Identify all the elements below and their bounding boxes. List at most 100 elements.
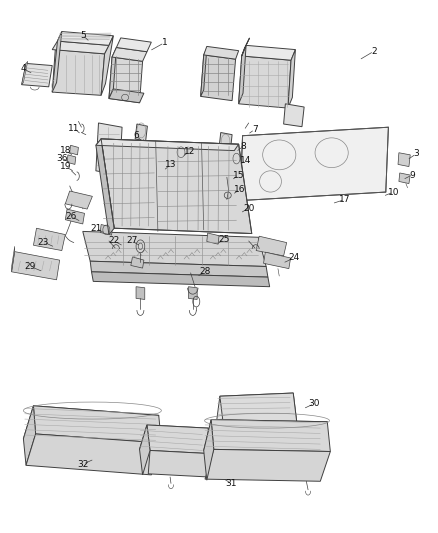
Polygon shape (264, 252, 290, 269)
Text: 29: 29 (25, 262, 36, 271)
Text: 20: 20 (243, 204, 254, 213)
Polygon shape (240, 127, 389, 200)
Polygon shape (57, 31, 113, 45)
Polygon shape (231, 153, 241, 165)
Polygon shape (12, 246, 14, 272)
Polygon shape (242, 45, 295, 60)
Polygon shape (288, 50, 295, 108)
Text: 2: 2 (371, 47, 377, 55)
Text: 4: 4 (21, 64, 26, 73)
Text: 24: 24 (289, 254, 300, 262)
Text: 3: 3 (413, 149, 419, 158)
Polygon shape (52, 50, 105, 95)
Polygon shape (217, 393, 293, 419)
Text: 1: 1 (162, 38, 167, 47)
Polygon shape (204, 419, 214, 480)
Polygon shape (398, 153, 410, 166)
Polygon shape (239, 56, 291, 108)
Polygon shape (205, 449, 330, 481)
Polygon shape (201, 55, 236, 101)
Text: 6: 6 (133, 131, 139, 140)
Text: 21: 21 (90, 224, 102, 233)
Polygon shape (218, 422, 297, 445)
Text: 12: 12 (184, 147, 195, 156)
Text: 32: 32 (77, 460, 88, 469)
Polygon shape (83, 231, 266, 266)
Polygon shape (290, 393, 297, 445)
Text: 19: 19 (60, 162, 71, 171)
Polygon shape (96, 139, 239, 151)
Polygon shape (147, 425, 210, 454)
Polygon shape (70, 146, 78, 155)
Polygon shape (109, 57, 143, 103)
Polygon shape (67, 155, 76, 165)
Polygon shape (52, 31, 62, 92)
Text: 11: 11 (68, 124, 80, 133)
Text: 31: 31 (226, 479, 237, 488)
Polygon shape (65, 191, 92, 209)
Polygon shape (135, 124, 148, 141)
Polygon shape (65, 209, 85, 224)
Text: 25: 25 (219, 235, 230, 244)
Text: 13: 13 (165, 160, 177, 169)
Polygon shape (256, 236, 287, 256)
Polygon shape (201, 49, 207, 96)
Text: 8: 8 (240, 142, 246, 151)
Polygon shape (90, 261, 268, 277)
Text: 14: 14 (240, 156, 252, 165)
Polygon shape (109, 89, 144, 103)
Polygon shape (237, 202, 248, 213)
Polygon shape (188, 287, 197, 300)
Polygon shape (117, 38, 151, 52)
Polygon shape (399, 173, 410, 183)
Text: 10: 10 (388, 188, 399, 197)
Polygon shape (101, 139, 252, 233)
Polygon shape (175, 147, 187, 158)
Polygon shape (136, 287, 145, 300)
Polygon shape (204, 46, 239, 59)
Text: 5: 5 (80, 31, 86, 40)
Polygon shape (12, 252, 60, 280)
Polygon shape (26, 434, 161, 475)
Text: 26: 26 (66, 212, 77, 221)
Polygon shape (96, 139, 114, 235)
Text: 16: 16 (234, 185, 246, 194)
Polygon shape (21, 61, 28, 85)
Polygon shape (140, 425, 208, 453)
Text: 18: 18 (60, 146, 71, 155)
Polygon shape (21, 63, 52, 87)
Text: 36: 36 (56, 154, 67, 163)
Polygon shape (242, 38, 250, 56)
Polygon shape (284, 104, 304, 127)
Polygon shape (33, 228, 65, 251)
Text: 9: 9 (409, 171, 415, 180)
Polygon shape (23, 406, 159, 448)
Text: 22: 22 (109, 237, 120, 246)
Text: 30: 30 (308, 399, 320, 408)
Polygon shape (207, 233, 219, 244)
Text: 27: 27 (126, 237, 138, 246)
Text: 17: 17 (339, 195, 350, 204)
Polygon shape (140, 425, 150, 475)
Polygon shape (109, 47, 117, 99)
Text: 15: 15 (233, 171, 244, 180)
Polygon shape (52, 41, 109, 54)
Polygon shape (92, 272, 270, 287)
Polygon shape (131, 257, 144, 268)
Polygon shape (211, 419, 330, 451)
Polygon shape (219, 133, 232, 151)
Polygon shape (101, 36, 113, 95)
Polygon shape (23, 406, 35, 465)
Polygon shape (96, 123, 122, 175)
Text: 28: 28 (199, 268, 211, 276)
Polygon shape (148, 450, 210, 477)
Polygon shape (112, 47, 147, 61)
Polygon shape (33, 406, 161, 443)
Polygon shape (239, 45, 246, 104)
Polygon shape (223, 185, 234, 195)
Text: 7: 7 (252, 125, 258, 134)
Polygon shape (220, 393, 297, 425)
Text: 23: 23 (38, 238, 49, 247)
Polygon shape (100, 224, 113, 235)
Polygon shape (204, 419, 327, 453)
